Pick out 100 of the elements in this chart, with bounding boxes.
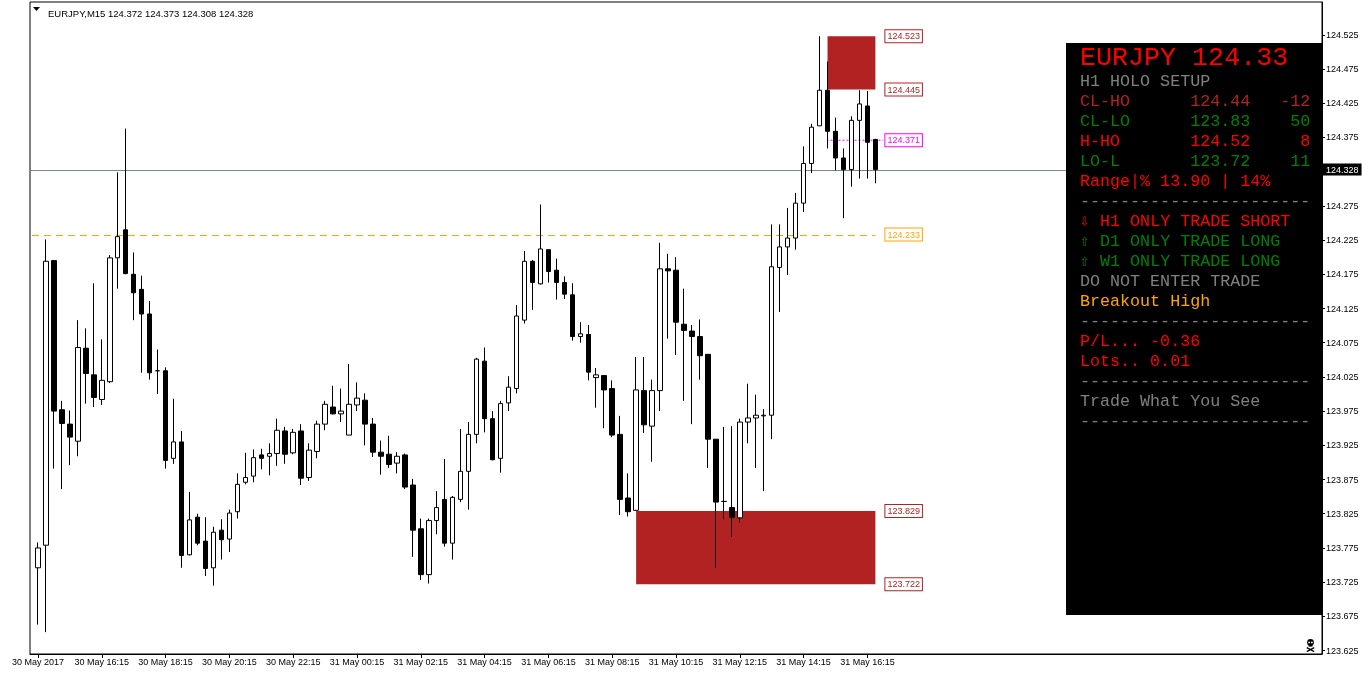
candlestick bbox=[825, 61, 830, 149]
annotation: ----------------------- bbox=[1080, 412, 1311, 432]
annotation: 124.371 bbox=[887, 135, 920, 146]
candlestick bbox=[83, 327, 89, 405]
candlestick bbox=[514, 304, 519, 394]
candlestick bbox=[633, 356, 639, 512]
candlestick bbox=[482, 347, 487, 433]
candlestick bbox=[107, 254, 113, 384]
candlestick bbox=[59, 400, 65, 490]
annotation: 124.445 bbox=[887, 84, 920, 95]
candlestick bbox=[761, 408, 766, 492]
x-tick-label: 30 May 22:15 bbox=[265, 656, 321, 667]
candlestick bbox=[410, 478, 416, 558]
y-tick-label: 123.725 bbox=[1326, 577, 1359, 588]
candlestick bbox=[458, 428, 463, 503]
annotation: Trade What You See bbox=[1080, 392, 1261, 412]
y-tick-label: 123.825 bbox=[1326, 508, 1359, 519]
annotation: ----------------------- bbox=[1080, 312, 1311, 332]
x-tick-label: 31 May 08:15 bbox=[584, 656, 640, 667]
y-tick-label: 124.475 bbox=[1326, 64, 1359, 75]
annotation: ⇧ W1 ONLY TRADE LONG bbox=[1080, 252, 1281, 272]
candlestick bbox=[147, 300, 152, 381]
candlestick bbox=[115, 171, 120, 290]
annotation: H1 HOLO SETUP bbox=[1080, 72, 1211, 92]
x-tick-label: 31 May 14:15 bbox=[776, 656, 831, 667]
candlestick bbox=[298, 423, 304, 486]
candlestick bbox=[769, 223, 774, 440]
annotation: H-HO 124.52 8 bbox=[1080, 132, 1311, 152]
candlestick bbox=[219, 518, 224, 561]
candlestick bbox=[346, 363, 352, 436]
candlestick bbox=[330, 385, 336, 416]
candlestick bbox=[777, 223, 782, 313]
candlestick bbox=[282, 426, 288, 465]
ref-line-label: 124.328 bbox=[1326, 164, 1359, 175]
candlestick bbox=[155, 349, 160, 395]
candlestick bbox=[35, 541, 41, 626]
annotation: ----------------------- bbox=[1080, 372, 1311, 392]
candlestick bbox=[793, 192, 798, 251]
candlestick bbox=[817, 35, 822, 127]
candlestick bbox=[43, 238, 49, 633]
candlestick bbox=[243, 452, 248, 485]
candlestick bbox=[259, 448, 264, 470]
candlestick bbox=[729, 425, 735, 538]
candlestick bbox=[609, 379, 615, 438]
annotation: ⇩ H1 ONLY TRADE SHORT bbox=[1080, 212, 1291, 232]
candlestick bbox=[338, 388, 344, 423]
annotation: 123.829 bbox=[887, 506, 920, 517]
y-tick-label: 124.525 bbox=[1326, 29, 1359, 40]
candlestick bbox=[235, 472, 240, 520]
candlestick bbox=[434, 490, 439, 535]
candlestick bbox=[570, 282, 575, 342]
candlestick bbox=[394, 451, 400, 474]
candlestick bbox=[51, 259, 57, 470]
x-tick-label: 31 May 02:15 bbox=[393, 656, 449, 667]
candlestick bbox=[530, 259, 535, 311]
x-tick-label: 30 May 2017 bbox=[11, 656, 64, 667]
candlestick bbox=[801, 145, 806, 213]
y-tick-label: 123.975 bbox=[1326, 406, 1359, 417]
candlestick bbox=[67, 409, 73, 466]
x-tick-label: 30 May 16:15 bbox=[74, 656, 130, 667]
y-tick-label: 124.025 bbox=[1326, 371, 1359, 382]
x-tick-label: 31 May 10:15 bbox=[648, 656, 704, 667]
candlestick bbox=[745, 383, 751, 444]
x-tick-label: 30 May 18:15 bbox=[138, 656, 193, 667]
candlestick bbox=[131, 251, 136, 321]
y-tick-label: 124.275 bbox=[1326, 200, 1359, 211]
annotation: DO NOT ENTER TRADE bbox=[1080, 272, 1261, 292]
candlestick bbox=[522, 250, 527, 325]
x-tick-label: 31 May 04:15 bbox=[457, 656, 512, 667]
text: EURJPY 124.33 bbox=[1080, 43, 1289, 73]
y-tick-label: 123.875 bbox=[1326, 474, 1359, 485]
candlestick bbox=[649, 379, 655, 463]
candlestick bbox=[274, 418, 280, 467]
candlestick bbox=[203, 516, 208, 577]
candlestick bbox=[290, 428, 296, 455]
candlestick bbox=[179, 430, 184, 569]
y-tick-label: 124.375 bbox=[1326, 132, 1359, 143]
candlestick bbox=[857, 89, 862, 180]
candlestick bbox=[187, 491, 192, 556]
candlestick bbox=[474, 357, 479, 444]
candlestick bbox=[673, 256, 679, 356]
candlestick bbox=[123, 128, 128, 275]
candlestick bbox=[418, 518, 424, 581]
y-tick-label: 124.425 bbox=[1326, 98, 1359, 109]
candlestick bbox=[490, 410, 495, 461]
y-tick-label: 123.775 bbox=[1326, 542, 1359, 553]
candlestick bbox=[873, 138, 878, 184]
candlestick bbox=[625, 472, 631, 517]
candlestick bbox=[306, 442, 312, 482]
annotation: 123.722 bbox=[887, 579, 920, 590]
candlestick bbox=[681, 288, 687, 402]
candlestick bbox=[171, 398, 176, 465]
y-tick-label: 123.925 bbox=[1326, 440, 1359, 451]
candlestick bbox=[354, 381, 360, 412]
candlestick bbox=[386, 435, 392, 469]
candlestick bbox=[506, 375, 511, 412]
x-tick-label: 31 May 06:15 bbox=[521, 656, 576, 667]
text: EURJPY,M15 124.372 124.373 124.308 124.328 bbox=[48, 7, 254, 19]
candlestick bbox=[211, 526, 216, 587]
annotation: 124.523 bbox=[887, 31, 920, 42]
